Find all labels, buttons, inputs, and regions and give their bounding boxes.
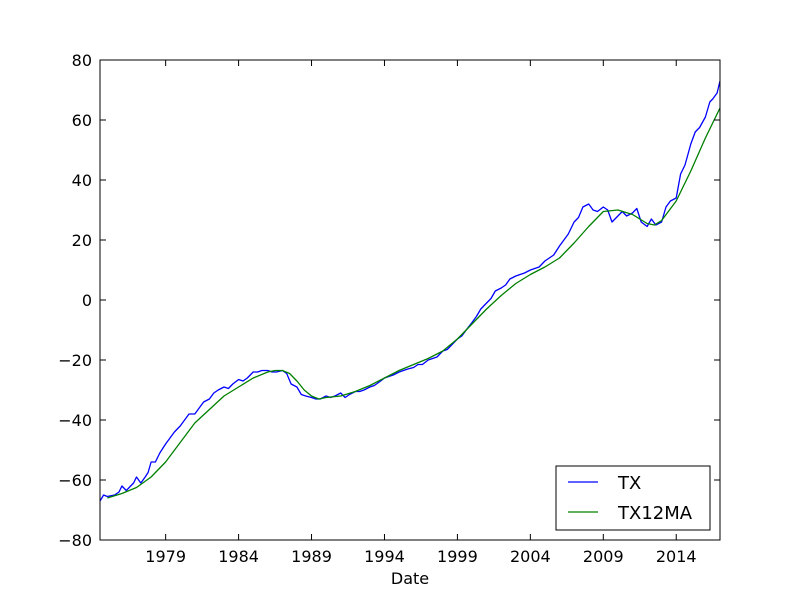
x-tick-label: 2004 (510, 547, 551, 566)
legend-label-tx: TX (617, 473, 641, 494)
y-tick-label: 80 (72, 51, 92, 70)
x-tick-label: 1999 (437, 547, 478, 566)
x-axis: 1979 1984 1989 1994 1999 2004 2009 2014 (145, 60, 697, 566)
series-line-tx (99, 80, 721, 502)
y-tick-label: 60 (72, 111, 92, 130)
y-tick-label: −60 (58, 471, 92, 490)
x-tick-label: 1989 (291, 547, 332, 566)
legend-box (555, 465, 711, 531)
x-tick-label: 2009 (583, 547, 624, 566)
y-tick-label: −40 (58, 411, 92, 430)
y-tick-label: −20 (58, 351, 92, 370)
y-tick-label: 0 (82, 291, 92, 310)
series-layer (99, 80, 721, 502)
x-axis-label: Date (391, 569, 429, 588)
legend-label-tx12ma: TX12MA (617, 503, 693, 524)
x-tick-label: 2014 (656, 547, 697, 566)
y-tick-label: −80 (58, 531, 92, 550)
x-tick-label: 1979 (145, 547, 186, 566)
legend: TX TX12MA (555, 465, 711, 531)
x-tick-label: 1994 (364, 547, 405, 566)
x-tick-label: 1984 (218, 547, 259, 566)
y-axis: −80 −60 −40 −20 0 20 40 60 80 (58, 51, 720, 550)
series-line-tx12ma (107, 107, 721, 499)
y-tick-label: 20 (72, 231, 92, 250)
y-tick-label: 40 (72, 171, 92, 190)
